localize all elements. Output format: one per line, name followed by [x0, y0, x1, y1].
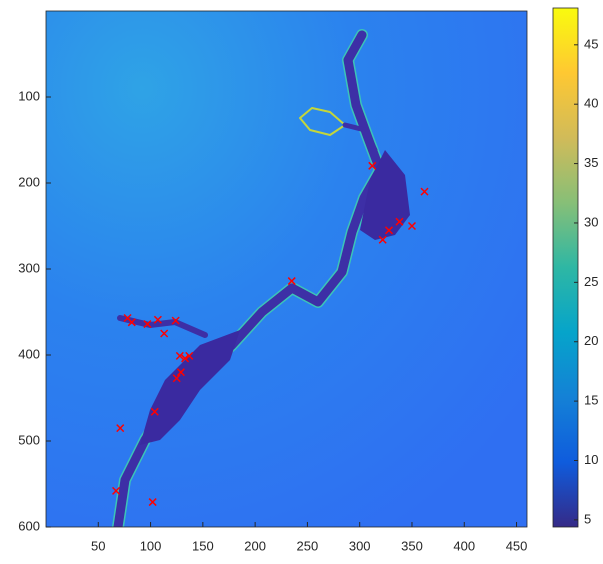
colorbar-tick-label: 10 — [584, 452, 598, 467]
colorbar-tick-label: 40 — [584, 96, 598, 111]
marker — [160, 329, 169, 338]
colorbar — [552, 7, 579, 528]
marker — [175, 351, 184, 360]
marker — [395, 217, 404, 226]
marker — [153, 315, 162, 324]
marker — [368, 161, 377, 170]
y-tick-label: 100 — [18, 88, 40, 103]
colorbar-tick-label: 5 — [584, 511, 591, 526]
marker — [185, 351, 194, 360]
x-tick-label: 100 — [140, 538, 162, 553]
marker — [127, 318, 136, 327]
marker — [407, 221, 417, 231]
marker — [176, 368, 185, 377]
image — [46, 11, 527, 527]
y-tick-label: 600 — [18, 518, 40, 533]
x-tick-label: 250 — [297, 538, 319, 553]
marker — [143, 320, 152, 329]
x-tick-label: 400 — [453, 538, 475, 553]
marker — [116, 424, 125, 433]
x-tick-label: 350 — [401, 538, 423, 553]
marker — [112, 486, 121, 495]
image-background — [46, 11, 527, 527]
marker — [181, 354, 190, 363]
marker — [150, 407, 159, 416]
marker — [287, 277, 296, 286]
colorbar-tick-label: 15 — [584, 393, 598, 408]
x-tick-label: 300 — [349, 538, 371, 553]
x-tick-label: 200 — [244, 538, 266, 553]
colorbar-tick-label: 35 — [584, 155, 598, 170]
colorbar-tick-label: 20 — [584, 333, 598, 348]
y-tick-label: 400 — [18, 346, 40, 361]
marker — [148, 498, 157, 507]
marker — [172, 374, 181, 383]
colorbar-tick-label: 45 — [584, 36, 598, 51]
y-tick-label: 500 — [18, 432, 40, 447]
y-tick-label: 300 — [18, 260, 40, 275]
river — [112, 29, 410, 527]
marker — [171, 316, 180, 325]
x-tick-label: 150 — [192, 538, 214, 553]
y-tick-label: 200 — [18, 174, 40, 189]
x-tick-label: 450 — [506, 538, 528, 553]
x-tick-label: 50 — [91, 538, 105, 553]
marker — [378, 235, 387, 244]
colorbar-tick-label: 30 — [584, 214, 598, 229]
marker — [384, 226, 394, 235]
marker — [420, 187, 429, 196]
colorbar-tick-label: 25 — [584, 274, 598, 289]
